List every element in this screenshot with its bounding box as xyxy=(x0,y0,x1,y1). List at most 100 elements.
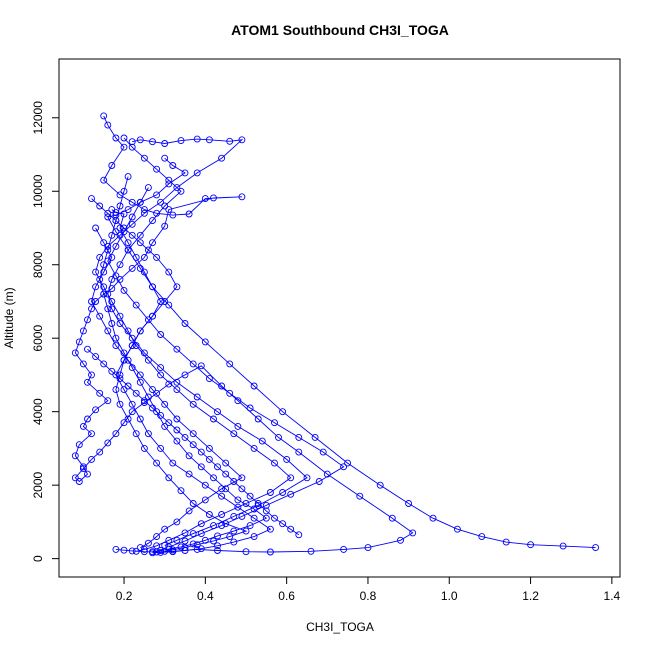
data-point xyxy=(165,419,173,427)
data-point xyxy=(153,191,161,199)
data-point xyxy=(189,360,197,368)
data-point xyxy=(205,511,213,518)
data-point xyxy=(124,206,132,214)
data-point xyxy=(409,529,417,537)
data-point xyxy=(149,283,156,291)
data-point xyxy=(108,320,116,327)
data-point xyxy=(197,362,205,370)
data-point xyxy=(226,137,234,145)
data-point xyxy=(189,430,197,438)
data-point xyxy=(218,154,226,162)
chart-title: ATOM1 Southbound CH3I_TOGA xyxy=(231,22,449,38)
data-point xyxy=(96,312,104,320)
data-point xyxy=(112,545,120,553)
data-point xyxy=(173,536,181,544)
data-point xyxy=(197,463,205,471)
data-point xyxy=(132,301,140,309)
data-point xyxy=(271,419,278,427)
x-tick-label: 0.2 xyxy=(116,589,133,603)
data-point xyxy=(205,375,213,383)
data-point xyxy=(96,275,104,283)
data-point xyxy=(136,371,144,379)
data-point xyxy=(144,246,152,254)
data-point xyxy=(108,305,116,313)
data-point xyxy=(189,400,197,408)
data-point xyxy=(234,496,242,504)
data-point xyxy=(100,360,108,368)
data-point xyxy=(169,211,177,219)
series-group xyxy=(71,112,417,556)
data-point xyxy=(153,533,161,541)
data-point xyxy=(218,382,226,390)
data-point xyxy=(254,501,262,509)
x-tick-label: 0.8 xyxy=(360,589,377,603)
data-point xyxy=(116,202,124,210)
data-point xyxy=(340,463,348,471)
data-point xyxy=(153,408,161,416)
data-point xyxy=(266,548,274,556)
data-point xyxy=(128,138,136,146)
data-point xyxy=(157,548,165,556)
data-point xyxy=(262,507,270,515)
data-point xyxy=(201,481,209,489)
data-point xyxy=(84,470,91,478)
data-point xyxy=(136,136,144,144)
data-point xyxy=(96,389,104,397)
data-point xyxy=(478,533,486,541)
data-point xyxy=(165,545,173,553)
data-point xyxy=(214,547,221,554)
data-point xyxy=(201,195,209,203)
data-point xyxy=(185,210,193,218)
data-point xyxy=(136,415,144,423)
data-point xyxy=(108,162,116,169)
data-point xyxy=(84,378,91,386)
data-point xyxy=(181,537,189,545)
data-point xyxy=(226,360,234,368)
data-point xyxy=(112,430,120,438)
data-point xyxy=(88,305,95,313)
data-point xyxy=(262,501,270,509)
data-point xyxy=(197,530,205,538)
data-point xyxy=(128,547,136,555)
data-point xyxy=(144,184,152,192)
data-point xyxy=(149,404,156,412)
data-point xyxy=(120,228,128,236)
data-point xyxy=(592,544,600,552)
series-group xyxy=(88,224,246,552)
data-point xyxy=(218,511,226,518)
data-point xyxy=(234,503,242,511)
data-point xyxy=(104,209,112,217)
data-point xyxy=(104,305,112,313)
data-point xyxy=(100,239,108,247)
data-point xyxy=(303,474,311,482)
data-point xyxy=(210,474,217,482)
data-point xyxy=(144,539,152,547)
data-point xyxy=(120,134,128,142)
data-point xyxy=(205,455,213,463)
data-point xyxy=(132,389,140,397)
data-point xyxy=(96,253,104,261)
data-point xyxy=(92,406,100,414)
data-point xyxy=(136,239,144,247)
data-point xyxy=(181,529,189,537)
data-point xyxy=(128,408,136,416)
data-point xyxy=(161,140,169,147)
data-point xyxy=(181,544,189,552)
series-line xyxy=(107,187,345,548)
data-point xyxy=(116,261,124,269)
data-point xyxy=(234,422,242,430)
data-point xyxy=(177,487,185,495)
data-point xyxy=(254,415,262,423)
series-line xyxy=(91,198,248,552)
series-line xyxy=(74,115,414,553)
data-point xyxy=(140,206,148,214)
data-point xyxy=(112,134,120,142)
x-tick-label: 1.4 xyxy=(604,589,621,603)
data-point xyxy=(169,162,177,169)
data-point xyxy=(71,349,79,357)
data-point xyxy=(79,465,87,473)
data-point xyxy=(169,459,177,467)
data-point xyxy=(128,231,136,239)
data-point xyxy=(124,246,132,254)
